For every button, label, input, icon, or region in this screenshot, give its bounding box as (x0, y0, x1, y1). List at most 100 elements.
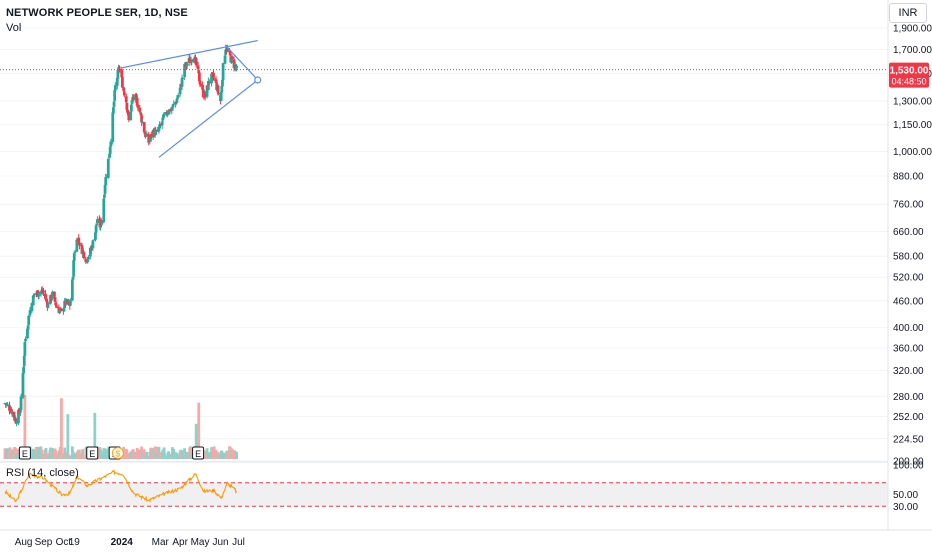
candle-body (183, 63, 187, 77)
candle-body (86, 260, 90, 263)
candle-body (62, 308, 66, 312)
earnings-marker-label: E (22, 449, 28, 459)
candle-body (163, 112, 167, 115)
price-tick-label: 320.00 (893, 366, 924, 377)
candle-body (95, 219, 99, 224)
price-tick-label: 224.50 (893, 434, 924, 445)
candle (54, 301, 58, 307)
candle (171, 104, 175, 111)
candle-body (165, 113, 169, 116)
candle-body (131, 96, 135, 100)
candle (118, 65, 122, 73)
volume-bar (46, 455, 50, 459)
volume-bar (6, 448, 9, 459)
candle (22, 364, 26, 377)
candle (104, 174, 108, 182)
candle-body (46, 303, 50, 308)
volume-bar (212, 446, 216, 459)
candle (28, 306, 32, 316)
volume-bar (185, 451, 189, 459)
currency-selector[interactable]: INR (889, 3, 927, 23)
candle (162, 113, 165, 119)
candle-body (91, 240, 95, 249)
candle-body (111, 112, 115, 142)
candle (113, 82, 117, 92)
candle-body (42, 290, 45, 293)
candle-body (148, 138, 152, 142)
candle-body (138, 107, 142, 112)
candle (73, 249, 77, 255)
candle-body (54, 302, 58, 306)
candle-body (156, 130, 160, 132)
candle (160, 119, 164, 130)
candle-body (48, 303, 52, 305)
time-tick-label: Mar (152, 537, 170, 548)
candle-body (129, 104, 133, 112)
candle-body (44, 293, 47, 299)
volume-label[interactable]: Vol (6, 22, 22, 34)
candle-body (118, 68, 122, 70)
price-tick-label: 1,900.00 (893, 24, 932, 35)
candle (136, 101, 140, 111)
price-tick-label: 580.00 (893, 252, 924, 263)
volume-bar (23, 395, 27, 459)
candle (70, 278, 74, 302)
candle-body (176, 95, 180, 98)
candle-body (210, 73, 213, 84)
candle-body (233, 64, 237, 69)
volume-bar (172, 448, 176, 459)
candle-body (174, 102, 178, 104)
candle-body (228, 50, 231, 53)
volume-bar (102, 448, 106, 459)
candle (140, 113, 144, 126)
candle-body (198, 80, 202, 85)
candle-body (24, 338, 27, 342)
candle (102, 196, 106, 224)
candle (27, 314, 31, 329)
candle-body (224, 49, 228, 55)
candle-body (149, 134, 153, 138)
price-tick-label: 200.00 (893, 457, 924, 468)
rsi-label[interactable]: RSI (14, close) (6, 467, 79, 479)
candle (176, 93, 180, 99)
candle-body (226, 48, 230, 51)
time-tick-label: 2024 (111, 537, 134, 548)
candle-body (122, 91, 126, 96)
candle-body (81, 249, 85, 255)
candle (170, 107, 174, 115)
volume-bar (151, 448, 155, 459)
candle (112, 106, 115, 115)
candle (103, 184, 107, 197)
volume-bar (33, 450, 36, 459)
candle (104, 173, 108, 186)
earnings-marker-box (86, 446, 99, 460)
candle-body (194, 57, 197, 59)
candle-body (180, 78, 184, 87)
candle-body (80, 245, 84, 254)
candle (97, 215, 101, 221)
candle-body (223, 55, 227, 64)
candle (109, 138, 113, 150)
candle-body (196, 65, 200, 70)
candle (37, 291, 41, 300)
candle-body (139, 112, 143, 115)
candle-body (220, 86, 224, 93)
candle (53, 295, 57, 304)
price-tick-label: 400.00 (893, 323, 924, 334)
symbol-title[interactable]: NETWORK PEOPLE SER, 1D, NSE (6, 7, 188, 19)
candle-body (133, 94, 137, 101)
candle-body (109, 141, 113, 147)
candle (135, 94, 139, 106)
candle-body (22, 355, 26, 367)
candle-body (86, 256, 90, 260)
candle-body (69, 299, 72, 306)
volume-bar (81, 449, 85, 459)
candle (91, 239, 95, 251)
time-tick-label: Jun (212, 537, 228, 548)
candle-body (82, 252, 86, 259)
candle-body (140, 121, 144, 123)
candle-body (8, 405, 11, 411)
candle (24, 336, 27, 344)
